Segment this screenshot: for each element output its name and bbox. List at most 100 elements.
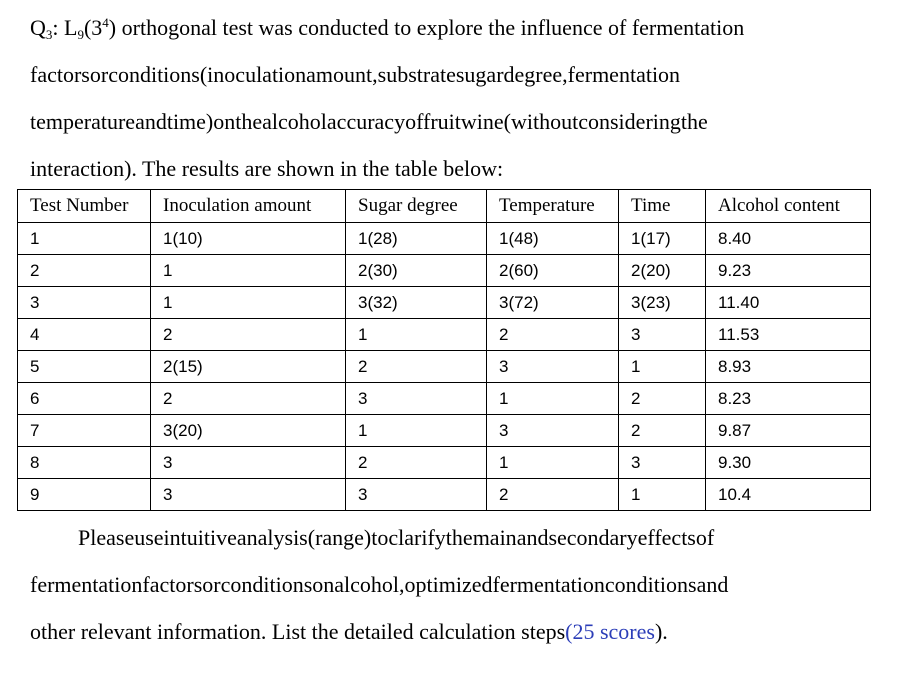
cell-time: 2 — [618, 382, 706, 415]
word: the — [235, 109, 263, 134]
question-line-4: interaction). The results are shown in t… — [30, 156, 504, 181]
word: substrate — [377, 62, 456, 87]
cell-alcohol-content: 10.4 — [705, 478, 871, 511]
table-body: 1 1(10) 1(28) 1(48) 1(17) 8.40 2 1 2(30) 2(60) 2(2… — [17, 222, 871, 511]
word: optimized — [404, 572, 493, 597]
cell-alcohol-content: 9.87 — [705, 414, 871, 447]
cell-sugar-degree: 2 — [345, 350, 487, 383]
cell-alcohol-content: 11.40 — [705, 286, 871, 319]
question-word: fermentation — [631, 15, 745, 40]
word: conditions — [108, 62, 200, 87]
instruction-line-1: Pleaseuseintuitiveanalysis(range)toclari… — [30, 514, 860, 561]
cell-time: 3 — [618, 318, 706, 351]
cell-time: 2 — [618, 414, 706, 447]
cell-sugar-degree: 3(32) — [345, 286, 487, 319]
table-row: 8 3 2 1 3 9.30 — [17, 446, 871, 479]
cell-test-number: 3 — [17, 286, 151, 319]
cell-inoculation-amount: 2(15) — [150, 350, 346, 383]
cell-sugar-degree: 1 — [345, 414, 487, 447]
question-word: conducted — [298, 15, 389, 40]
word: secondary — [548, 525, 638, 550]
cell-alcohol-content: 11.53 — [705, 318, 871, 351]
word: use — [134, 525, 164, 550]
cell-sugar-degree: 3 — [345, 478, 487, 511]
word: (without — [503, 109, 579, 134]
word: considering — [578, 109, 681, 134]
word: conditions — [604, 572, 697, 597]
instruction-line-3: other relevant information. List the det… — [30, 608, 860, 655]
cell-sugar-degree: 1(28) — [345, 222, 487, 255]
word: on — [213, 109, 236, 134]
cell-inoculation-amount: 1 — [150, 254, 346, 287]
question-word: was — [258, 15, 293, 40]
cell-inoculation-amount: 1(10) — [150, 222, 346, 255]
cell-sugar-degree: 2(30) — [345, 254, 487, 287]
cell-alcohol-content: 9.30 — [705, 446, 871, 479]
question-label: Q3: L9(34) — [30, 15, 117, 42]
question-line-1: Q3: L9(34) orthogonal test was conducted… — [30, 4, 860, 51]
cell-temperature: 1 — [486, 382, 619, 415]
cell-inoculation-amount: 3(20) — [150, 414, 346, 447]
word: on — [312, 572, 335, 597]
cell-temperature: 3(72) — [486, 286, 619, 319]
table-row: 1 1(10) 1(28) 1(48) 1(17) 8.40 — [17, 222, 871, 255]
word: the — [445, 525, 473, 550]
word: the — [680, 109, 708, 134]
question-word: influence — [520, 15, 603, 40]
header-time: Time — [618, 189, 706, 223]
cell-temperature: 3 — [486, 414, 619, 447]
score-label: (25 scores — [565, 619, 655, 644]
cell-temperature: 2 — [486, 318, 619, 351]
cell-inoculation-amount: 2 — [150, 382, 346, 415]
word: fermentation — [30, 572, 143, 597]
word: and — [135, 109, 167, 134]
word: accuracy — [326, 109, 406, 134]
cell-time: 1 — [618, 350, 706, 383]
cell-time: 2(20) — [618, 254, 706, 287]
word: (inoculation — [199, 62, 307, 87]
cell-time: 3(23) — [618, 286, 706, 319]
question-word: the — [488, 15, 516, 40]
cell-temperature: 2 — [486, 478, 619, 511]
word: analysis — [236, 525, 308, 550]
word: to — [371, 525, 389, 550]
cell-sugar-degree: 1 — [345, 318, 487, 351]
word: effects — [637, 525, 696, 550]
table-row: 2 1 2(30) 2(60) 2(20) 9.23 — [17, 254, 871, 287]
table-row: 4 2 1 2 3 11.53 — [17, 318, 871, 351]
word: alcohol — [262, 109, 327, 134]
header-alcohol-content: Alcohol content — [705, 189, 871, 223]
question-word: to — [394, 15, 412, 40]
cell-temperature: 2(60) — [486, 254, 619, 287]
word: factors — [30, 62, 90, 87]
table-row: 7 3(20) 1 3 2 9.87 — [17, 414, 871, 447]
header-test-number: Test Number — [17, 189, 151, 223]
results-table: Test Number Inoculation amount Sugar deg… — [17, 189, 871, 511]
word: conditions — [220, 572, 313, 597]
cell-inoculation-amount: 3 — [150, 478, 346, 511]
word: fruit — [423, 109, 461, 134]
cell-test-number: 5 — [17, 350, 151, 383]
cell-alcohol-content: 8.93 — [705, 350, 871, 383]
instruction-line-2: fermentationfactorsorconditionsonalcohol… — [30, 561, 860, 608]
cell-test-number: 4 — [17, 318, 151, 351]
word: factors — [142, 572, 203, 597]
cell-test-number: 1 — [17, 222, 151, 255]
cell-test-number: 9 — [17, 478, 151, 511]
header-sugar-degree: Sugar degree — [345, 189, 487, 223]
word: main — [472, 525, 517, 550]
table-header-row: Test Number Inoculation amount Sugar deg… — [17, 189, 871, 223]
table-row: 9 3 3 2 1 10.4 — [17, 478, 871, 511]
question-line-3: temperatureandtime)onthealcoholaccuracyo… — [30, 98, 860, 145]
word: and — [516, 525, 549, 550]
question-line-2: factorsorconditions(inoculationamount,su… — [30, 51, 860, 98]
word: or — [202, 572, 221, 597]
header-temperature: Temperature — [486, 189, 619, 223]
cell-test-number: 7 — [17, 414, 151, 447]
word: temperature — [30, 109, 136, 134]
table-row: 5 2(15) 2 3 1 8.93 — [17, 350, 871, 383]
cell-temperature: 1(48) — [486, 222, 619, 255]
cell-test-number: 2 — [17, 254, 151, 287]
word: fermentation — [492, 572, 605, 597]
cell-temperature: 3 — [486, 350, 619, 383]
